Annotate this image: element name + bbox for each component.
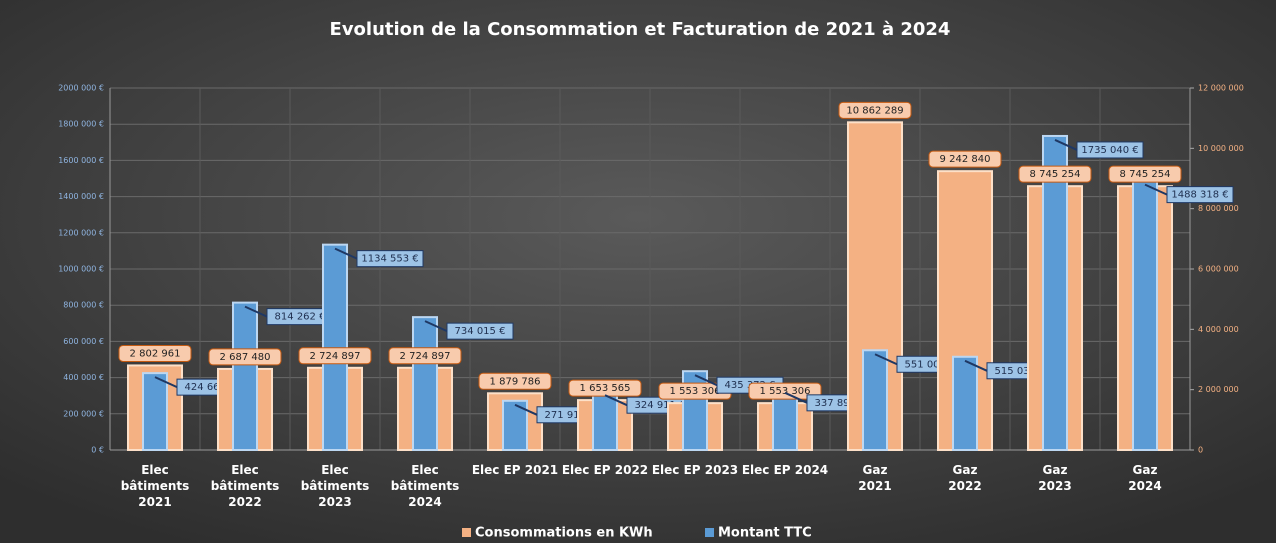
legend-swatch <box>462 528 471 537</box>
y2-tick-label: 0 <box>1198 446 1203 455</box>
y-tick-label: 1200 000 € <box>58 228 104 237</box>
y-tick-label: 1000 000 € <box>58 265 104 274</box>
label-box-consumption <box>748 382 822 400</box>
bar-amount <box>232 301 258 452</box>
label-arrow <box>1144 183 1168 196</box>
label-box-consumption <box>208 348 282 366</box>
y2-tick-label: 8 000 000 <box>1198 204 1239 213</box>
value-label-consumption: 2 724 897 <box>310 351 361 362</box>
value-label-consumption: 8 745 254 <box>1120 169 1171 180</box>
label-box-amount <box>356 250 424 268</box>
label-arrow <box>244 305 268 318</box>
label-arrow <box>1054 139 1078 151</box>
value-label-consumption: 10 862 289 <box>846 105 903 116</box>
x-tick-label: Elec bâtiments 2023 <box>300 463 370 509</box>
bar-amount <box>862 349 888 451</box>
label-arrow <box>694 374 718 387</box>
label-arrow <box>964 359 988 372</box>
x-tick-label: Gaz 2021 <box>858 463 892 493</box>
value-label-amount: 1488 318 € <box>1171 190 1228 201</box>
value-label-amount: 734 015 € <box>455 326 506 337</box>
value-label-consumption: 1 653 565 <box>580 383 631 394</box>
value-label-amount: 814 262 € <box>275 312 326 323</box>
x-tick-label: Elec EP 2024 <box>741 463 829 477</box>
value-label-consumption: 8 745 254 <box>1030 169 1081 180</box>
x-tick-label: Elec EP 2023 <box>651 463 739 477</box>
x-tick-label: Gaz 2022 <box>948 463 982 493</box>
label-arrow <box>334 247 358 260</box>
y-tick-label: 200 000 € <box>63 409 104 418</box>
y-tick-label: 400 000 € <box>63 373 104 382</box>
label-box-amount <box>1076 141 1144 159</box>
label-box-consumption <box>298 347 372 365</box>
y-tick-label: 0 € <box>91 446 104 455</box>
bar-amount <box>412 316 438 451</box>
label-box-amount <box>446 322 514 340</box>
y-tick-label: 800 000 € <box>63 301 104 310</box>
label-box-consumption <box>1018 165 1092 183</box>
chart-title: Evolution de la Consommation et Facturat… <box>330 19 951 40</box>
legend-label: Consommations en KWh <box>475 526 653 541</box>
bar-amount <box>1132 179 1158 451</box>
label-arrow <box>874 353 898 366</box>
y2-tick-label: 6 000 000 <box>1198 265 1239 274</box>
label-box-consumption <box>838 101 912 119</box>
x-tick-label: Elec bâtiments 2021 <box>120 463 190 509</box>
bar-amount <box>952 355 978 451</box>
y-tick-label: 1600 000 € <box>58 156 104 165</box>
label-arrow <box>424 320 448 333</box>
value-label-amount: 1735 040 € <box>1081 145 1138 156</box>
value-label-consumption: 2 802 961 <box>130 348 181 359</box>
bar-amount <box>502 399 528 451</box>
y-tick-label: 2000 000 € <box>58 84 104 93</box>
x-tick-label: Gaz 2024 <box>1128 463 1162 493</box>
value-label-amount: 424 668 € <box>185 382 236 393</box>
x-tick-label: Elec EP 2021 <box>471 463 559 477</box>
label-arrow <box>514 403 538 416</box>
y2-tick-label: 4 000 000 <box>1198 325 1239 334</box>
label-arrow <box>604 394 628 407</box>
y2-tick-label: 2 000 000 <box>1198 385 1239 394</box>
label-arrow <box>784 391 808 404</box>
label-box-consumption <box>388 347 462 365</box>
value-label-consumption: 1 553 306 <box>760 386 811 397</box>
value-label-consumption: 9 242 840 <box>940 154 991 165</box>
y2-tick-label: 12 000 000 <box>1198 84 1244 93</box>
y-tick-label: 1800 000 € <box>58 120 104 129</box>
x-tick-label: Elec bâtiments 2022 <box>210 463 280 509</box>
label-box-consumption <box>1108 165 1182 183</box>
y-tick-label: 600 000 € <box>63 337 104 346</box>
value-label-amount: 515 033 € <box>995 366 1046 377</box>
value-label-consumption: 2 724 897 <box>400 351 451 362</box>
label-box-consumption <box>928 150 1002 168</box>
bar-amount <box>1042 134 1068 451</box>
value-label-amount: 324 911 € <box>635 400 686 411</box>
x-tick-label: Elec EP 2022 <box>561 463 649 477</box>
legend-swatch <box>705 528 714 537</box>
bar-amount <box>142 372 168 452</box>
value-label-amount: 337 892 € <box>815 398 866 409</box>
x-tick-label: Gaz 2023 <box>1038 463 1072 493</box>
value-label-amount: 551 006 € <box>905 359 956 370</box>
label-box-consumption <box>478 372 552 390</box>
label-arrow <box>154 376 178 389</box>
value-label-consumption: 1 879 786 <box>490 376 541 387</box>
value-label-consumption: 1 553 306 <box>670 386 721 397</box>
legend-label: Montant TTC <box>718 526 812 541</box>
y-tick-label: 1400 000 € <box>58 192 104 201</box>
value-label-amount: 1134 553 € <box>361 254 418 265</box>
y2-tick-label: 10 000 000 <box>1198 144 1244 153</box>
value-label-amount: 271 919 € <box>545 410 596 421</box>
label-box-amount <box>1166 186 1234 204</box>
x-tick-label: Elec bâtiments 2024 <box>390 463 460 509</box>
label-box-consumption <box>118 344 192 362</box>
value-label-consumption: 2 687 480 <box>220 352 271 363</box>
